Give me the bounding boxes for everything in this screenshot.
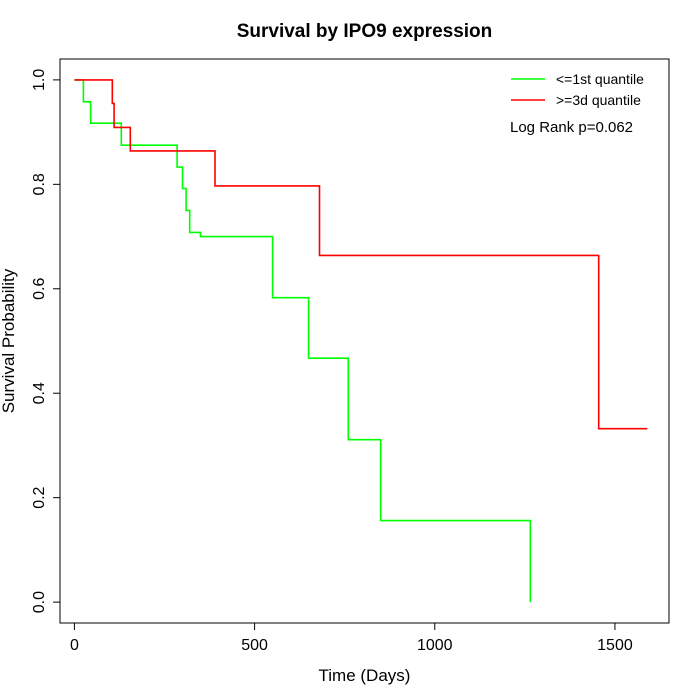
x-axis-label: Time (Days) <box>319 666 411 685</box>
x-tick-label: 0 <box>70 637 79 654</box>
legend: <=1st quantile >=3d quantile <box>511 71 644 108</box>
y-tick-label: 0.6 <box>31 278 48 300</box>
chart-title: Survival by IPO9 expression <box>237 21 493 42</box>
y-tick-label: 0.0 <box>31 591 48 613</box>
x-axis: 0 500 1000 1500 <box>70 622 633 654</box>
y-tick-label: 0.8 <box>31 173 48 195</box>
y-axis: 0.0 0.2 0.4 0.6 0.8 1.0 <box>31 69 61 613</box>
x-tick-label: 1000 <box>417 637 453 654</box>
legend-label: <=1st quantile <box>556 71 644 87</box>
x-tick-label: 1500 <box>597 637 633 654</box>
plot-frame <box>59 58 670 624</box>
log-rank-annotation: Log Rank p=0.062 <box>510 119 633 136</box>
y-tick-label: 0.2 <box>31 486 48 508</box>
y-tick-label: 0.4 <box>31 382 48 404</box>
series-line-1 <box>74 79 532 603</box>
y-axis-label: Survival Probability <box>0 268 18 413</box>
legend-label: >=3d quantile <box>556 92 641 108</box>
series-layer <box>74 79 648 603</box>
x-tick-label: 500 <box>241 637 268 654</box>
y-tick-label: 1.0 <box>31 69 48 91</box>
series-line-2 <box>74 79 648 430</box>
